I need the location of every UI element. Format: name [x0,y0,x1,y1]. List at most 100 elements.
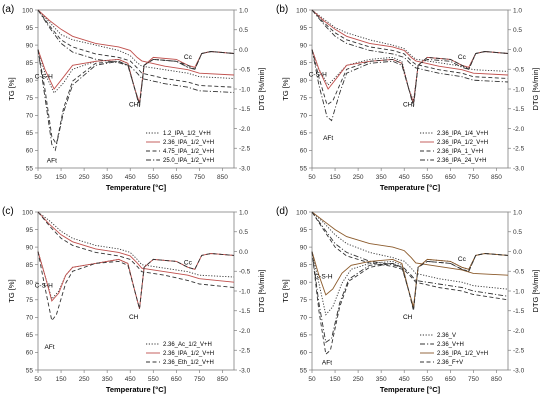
y2-tick-label: -2.5 [513,348,525,355]
x-tick-label: 750 [468,174,479,181]
y-tick-label: 80 [26,280,34,287]
x-tick-label: 350 [376,174,387,181]
tg-line-series-3 [37,211,235,288]
y-tick-label: 55 [300,165,308,172]
legend-entry: 2.36_IPA_1/2_V+H [163,140,214,146]
tg-line-series-3 [311,9,509,79]
y-tick-label: 85 [26,60,34,67]
legend-entry: 2.36_Ac_1/2_V+H [163,342,212,348]
y2-tick-label: -3.0 [513,367,525,374]
legend-entry: 2.36_IPA_1/4_V+H [437,131,488,137]
x-tick-label: 550 [148,174,159,181]
legend-entry: 2.36_Eth_1/2_V+H [163,360,214,366]
tg-line-series-2 [311,211,509,297]
dtg-line-series-3 [37,251,235,322]
x-tick-label: 750 [194,376,205,383]
dtg-line-series-1 [311,251,509,316]
legend-entry: 2.36_IPA_1/2_V+H [163,351,214,357]
y2-tick-label: -0.5 [513,269,525,276]
y-tick-label: 85 [26,262,34,269]
y-tick-label: 60 [26,148,34,155]
peak-annotation: CH [129,314,139,321]
y-tick-label: 60 [300,350,308,357]
tg-line-series-2 [311,9,509,76]
y2-tick-label: -2.0 [239,328,251,335]
tg-line-series-4 [311,211,509,301]
y2-tick-label: 0.0 [513,249,522,256]
y2-tick-label: -2.5 [239,348,251,355]
peak-annotation: AFt [44,344,54,351]
y-axis-label: TG [%] [7,279,16,302]
x-tick-label: 50 [308,174,316,181]
x-axis-label: Temperature [°C] [380,183,441,192]
peak-annotation: AFt [322,360,332,367]
y2-tick-label: -2.5 [239,146,251,153]
dtg-line-series-4 [311,49,509,122]
y-tick-label: 75 [26,95,34,102]
x-tick-label: 850 [217,376,228,383]
y-tick-label: 70 [300,113,308,120]
x-tick-label: 650 [445,376,456,383]
y-tick-label: 90 [26,42,34,49]
x-tick-label: 150 [330,376,341,383]
y-tick-label: 90 [300,42,308,49]
y-tick-label: 85 [300,60,308,67]
y-tick-label: 85 [300,262,308,269]
y2-tick-label: -0.5 [239,67,251,74]
y-tick-label: 60 [26,350,34,357]
x-axis-label: Temperature [°C] [380,385,441,394]
y2-tick-label: -1.0 [513,288,525,295]
y-tick-label: 80 [26,78,34,85]
y-tick-label: 55 [26,165,34,172]
y-tick-label: 65 [300,332,308,339]
x-tick-label: 150 [330,174,341,181]
peak-annotation: Cc [184,260,193,267]
y-tick-label: 100 [296,7,307,14]
dtg-line-series-2 [311,49,509,103]
y2-tick-label: -1.5 [239,308,251,315]
x-tick-label: 50 [308,376,316,383]
x-tick-label: 350 [376,376,387,383]
y2-tick-label: 0.5 [513,229,522,236]
x-tick-label: 750 [468,376,479,383]
x-tick-label: 450 [125,376,136,383]
y-tick-label: 75 [26,297,34,304]
y-tick-label: 100 [22,209,33,216]
peak-annotation: CH [403,102,413,109]
x-tick-label: 850 [491,174,502,181]
x-tick-label: 250 [353,174,364,181]
peak-annotation: C-S-H [35,282,53,289]
y-tick-label: 70 [26,315,34,322]
y-tick-label: 90 [300,244,308,251]
y-tick-label: 100 [22,7,33,14]
y2-axis-label: DTG [%/min] [531,68,540,111]
peak-annotation: Cc [458,256,467,263]
y2-tick-label: -3.0 [239,367,251,374]
y2-tick-label: 1.0 [513,7,522,14]
y-tick-label: 95 [300,25,308,32]
y-axis-label: TG [%] [7,77,16,100]
x-tick-label: 450 [399,174,410,181]
y2-tick-label: -3.0 [513,165,525,172]
legend-entry: 2.36_IPA_1/2_V+H [437,140,488,146]
peak-annotation: Cc [458,54,467,61]
x-tick-label: 250 [79,376,90,383]
x-tick-label: 250 [353,376,364,383]
y2-tick-label: 0.5 [239,229,248,236]
peak-annotation: C-S-H [314,274,332,281]
x-tick-label: 350 [102,376,113,383]
y2-tick-label: 0.0 [239,249,248,256]
x-tick-label: 850 [217,174,228,181]
y-tick-label: 60 [300,148,308,155]
tg-line-series-4 [37,9,235,93]
y2-tick-label: -3.0 [239,165,251,172]
x-tick-label: 50 [34,174,42,181]
legend-entry: 2.36_IPA_1_V+H [437,149,483,155]
x-axis-label: Temperature [°C] [106,183,167,192]
x-tick-label: 550 [422,376,433,383]
chart-panel-1: (a) 50 150 250 350 450 550 650 750 850 55 60 65 70 75 8… [2,4,266,192]
tg-line-series-1 [311,9,509,72]
chart-panel-4: (d) 50 150 250 350 450 550 650 750 850 55 60 65 70 75 8… [276,206,540,394]
y2-tick-label: -2.0 [239,126,251,133]
